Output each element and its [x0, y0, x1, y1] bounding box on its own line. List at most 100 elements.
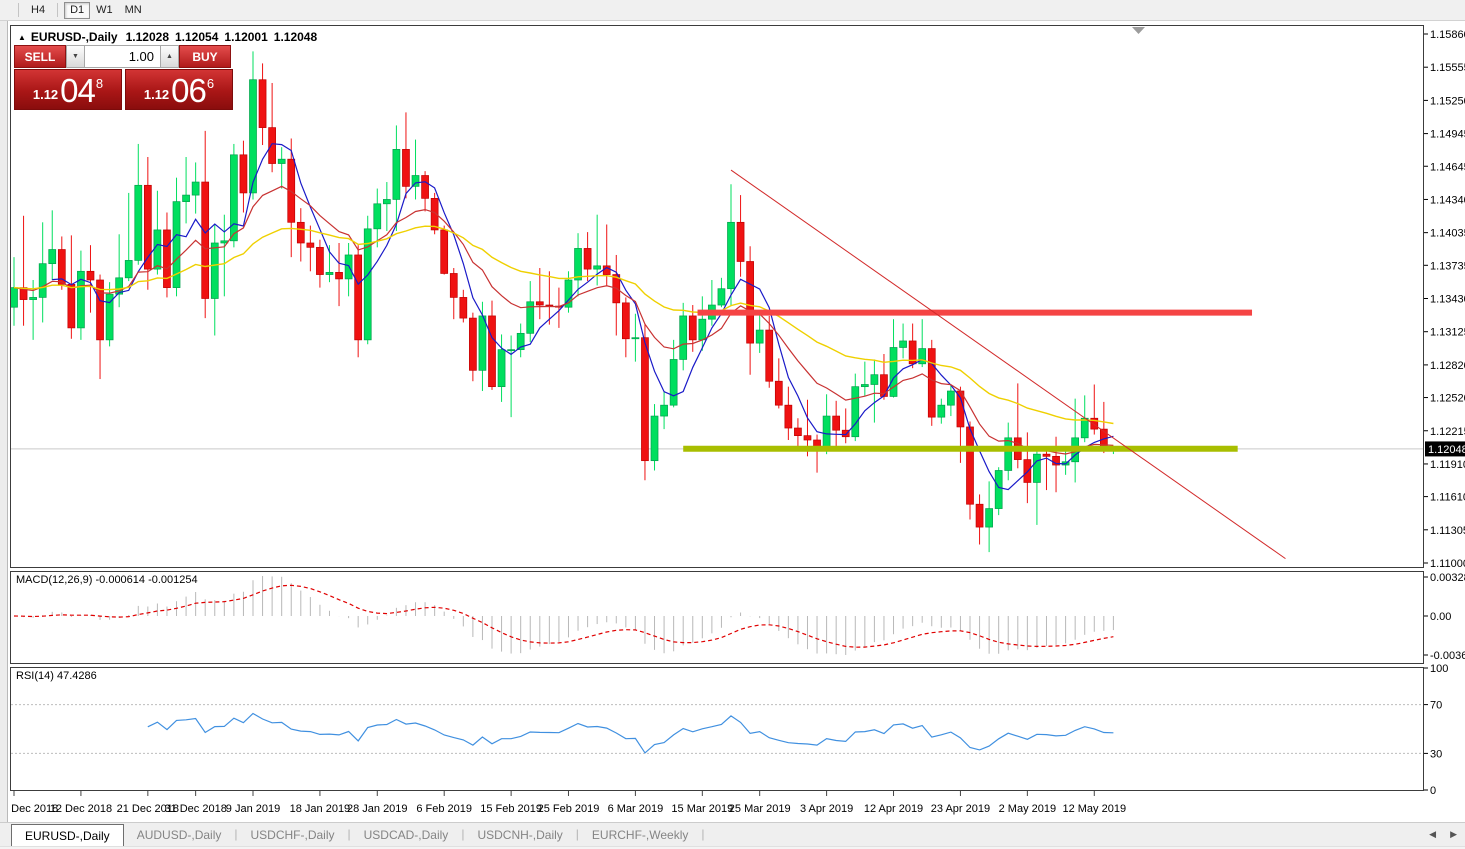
svg-text:1.11910: 1.11910	[1430, 459, 1465, 471]
buy-price-prefix: 1.12	[143, 87, 170, 102]
tab-separator: |	[234, 826, 238, 841]
quote-high: 1.12054	[175, 30, 219, 44]
tab-scroll-left-icon[interactable]: ◀	[1429, 829, 1437, 839]
sell-price-panel[interactable]: 1.12 04 8	[14, 69, 122, 110]
macd-histogram	[23, 576, 1114, 655]
rsi-levels	[11, 704, 1423, 754]
volume-input[interactable]: 1.00	[85, 45, 160, 68]
svg-text:12 Apr 2019: 12 Apr 2019	[864, 803, 923, 815]
timeframe-w1-button[interactable]: W1	[90, 2, 119, 19]
tab-separator: |	[575, 826, 579, 841]
svg-text:1.15860: 1.15860	[1430, 29, 1465, 41]
ma-mid-line	[13, 185, 1114, 455]
svg-text:1.11000: 1.11000	[1430, 558, 1465, 570]
symbol-period-label: EURUSD-,Daily	[30, 30, 118, 44]
tab-usdchf-daily[interactable]: USDCHF-,Daily	[250, 828, 335, 842]
left-panel-edge	[0, 21, 8, 822]
rsi-value: 47.4286	[56, 670, 97, 682]
window-icon: ▲	[18, 33, 26, 42]
trendline	[730, 169, 1286, 560]
scroll-marker-icon	[1132, 27, 1145, 34]
svg-text:1.14945: 1.14945	[1430, 129, 1465, 141]
svg-text:0.003287: 0.003287	[1430, 572, 1465, 584]
svg-text:15 Feb 2019: 15 Feb 2019	[480, 803, 542, 815]
svg-text:23 Apr 2019: 23 Apr 2019	[931, 803, 990, 815]
macd-label: MACD(12,26,9) -0.000614 -0.001254	[16, 574, 198, 586]
svg-text:30: 30	[1430, 748, 1442, 760]
svg-text:-0.00365: -0.00365	[1430, 650, 1465, 662]
tab-separator: |	[347, 826, 351, 841]
status-strip	[0, 846, 1465, 849]
rsi-label: RSI(14) 47.4286	[16, 670, 97, 682]
svg-text:6 Feb 2019: 6 Feb 2019	[416, 803, 472, 815]
rsi-line	[147, 712, 1114, 754]
tab-separator: |	[461, 826, 465, 841]
quote-close: 1.12048	[273, 30, 318, 44]
svg-text:1.14340: 1.14340	[1430, 194, 1465, 206]
svg-text:1.13735: 1.13735	[1430, 260, 1465, 272]
toolbar-separator	[57, 3, 59, 17]
tab-eurusd-daily[interactable]: EURUSD-,Daily	[11, 824, 124, 846]
timeframe-mn-button[interactable]: MN	[119, 2, 148, 19]
svg-text:70: 70	[1430, 700, 1442, 712]
chevron-up-icon: ▲	[166, 53, 173, 60]
sell-price-prefix: 1.12	[32, 87, 59, 102]
buy-price-pip: 6	[206, 76, 215, 91]
tab-eurchf-weekly[interactable]: EURCHF-,Weekly	[591, 828, 689, 842]
timeframe-d1-button[interactable]: D1	[64, 1, 91, 19]
svg-text:1.11305: 1.11305	[1430, 525, 1465, 537]
buy-button[interactable]: BUY	[179, 45, 231, 68]
tab-audusd-daily[interactable]: AUDUSD-,Daily	[136, 828, 222, 842]
svg-text:21 Dec 2018: 21 Dec 2018	[117, 803, 179, 815]
svg-text:25 Mar 2019: 25 Mar 2019	[729, 803, 791, 815]
svg-text:1.14645: 1.14645	[1430, 161, 1465, 173]
svg-text:1.15250: 1.15250	[1430, 95, 1465, 107]
sell-price-big: 04	[60, 72, 96, 109]
ma-fast-line	[52, 143, 1114, 491]
chart-title: ▲ EURUSD-,Daily 1.12028 1.12054 1.12001 1.120…	[18, 30, 323, 44]
macd-name: MACD(12,26,9)	[16, 574, 93, 586]
quote-low: 1.12001	[224, 30, 268, 44]
current-price-label: 1.12048	[1425, 441, 1465, 457]
svg-text:1.13430: 1.13430	[1430, 294, 1465, 306]
svg-text:3 Dec 2018: 3 Dec 2018	[2, 803, 58, 815]
svg-text:0: 0	[1430, 785, 1436, 797]
svg-text:2 May 2019: 2 May 2019	[999, 803, 1056, 815]
svg-text:9 Jan 2019: 9 Jan 2019	[226, 803, 280, 815]
svg-text:15 Mar 2019: 15 Mar 2019	[671, 803, 733, 815]
macd-values: -0.000614 -0.001254	[95, 574, 198, 586]
buy-price-panel[interactable]: 1.12 06 6	[125, 69, 233, 110]
sell-price-pip: 8	[95, 76, 104, 91]
svg-text:31 Dec 2018: 31 Dec 2018	[164, 803, 226, 815]
svg-text:1.12520: 1.12520	[1430, 393, 1465, 405]
svg-text:1.14035: 1.14035	[1430, 228, 1465, 240]
rsi-axis: 100 70 30 0	[1424, 663, 1448, 797]
svg-text:1.12820: 1.12820	[1430, 360, 1465, 372]
price-axis: 1.15860 1.15555 1.15250 1.14945 1.14645 1.143…	[1424, 29, 1465, 570]
tab-usdcad-daily[interactable]: USDCAD-,Daily	[363, 828, 449, 842]
ma-slow-line	[13, 225, 1114, 425]
timeframe-h4-button[interactable]: H4	[25, 2, 51, 19]
svg-text:12 May 2019: 12 May 2019	[1062, 803, 1126, 815]
sell-button[interactable]: SELL	[14, 45, 66, 68]
tab-scroll-buttons: ◀ ▶	[1429, 829, 1457, 840]
svg-text:1.13125: 1.13125	[1430, 327, 1465, 339]
svg-text:6 Mar 2019: 6 Mar 2019	[608, 803, 664, 815]
toolbar-separator	[18, 3, 19, 17]
svg-text:0.00: 0.00	[1430, 611, 1451, 623]
macd-axis: 0.003287 0.00 -0.00365	[1424, 572, 1465, 662]
svg-text:1.12215: 1.12215	[1430, 426, 1465, 438]
tab-scroll-right-icon[interactable]: ▶	[1450, 829, 1457, 839]
svg-text:28 Jan 2019: 28 Jan 2019	[347, 803, 408, 815]
volume-decrease-button[interactable]: ▼	[66, 45, 85, 68]
chevron-down-icon: ▼	[72, 53, 79, 60]
tab-usdcnh-daily[interactable]: USDCNH-,Daily	[477, 828, 563, 842]
svg-text:18 Jan 2019: 18 Jan 2019	[290, 803, 351, 815]
svg-text:12 Dec 2018: 12 Dec 2018	[50, 803, 112, 815]
volume-increase-button[interactable]: ▲	[160, 45, 179, 68]
one-click-trading-widget: SELL ▼ 1.00 ▲ BUY 1.12 04 8 1.12 06 6	[14, 45, 233, 110]
tab-bar: EURUSD-,Daily AUDUSD-,Daily | USDCHF-,Daily…	[0, 822, 1465, 846]
macd-signal-line	[13, 584, 1114, 648]
